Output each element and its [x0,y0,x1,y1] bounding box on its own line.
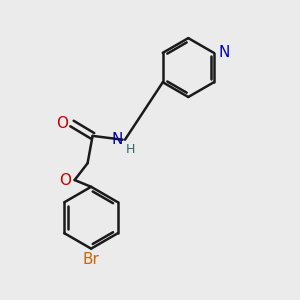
Text: H: H [126,143,135,156]
Text: O: O [56,116,68,131]
Text: O: O [59,172,71,188]
Text: N: N [218,45,230,60]
Text: N: N [111,132,123,147]
Text: Br: Br [83,252,100,267]
